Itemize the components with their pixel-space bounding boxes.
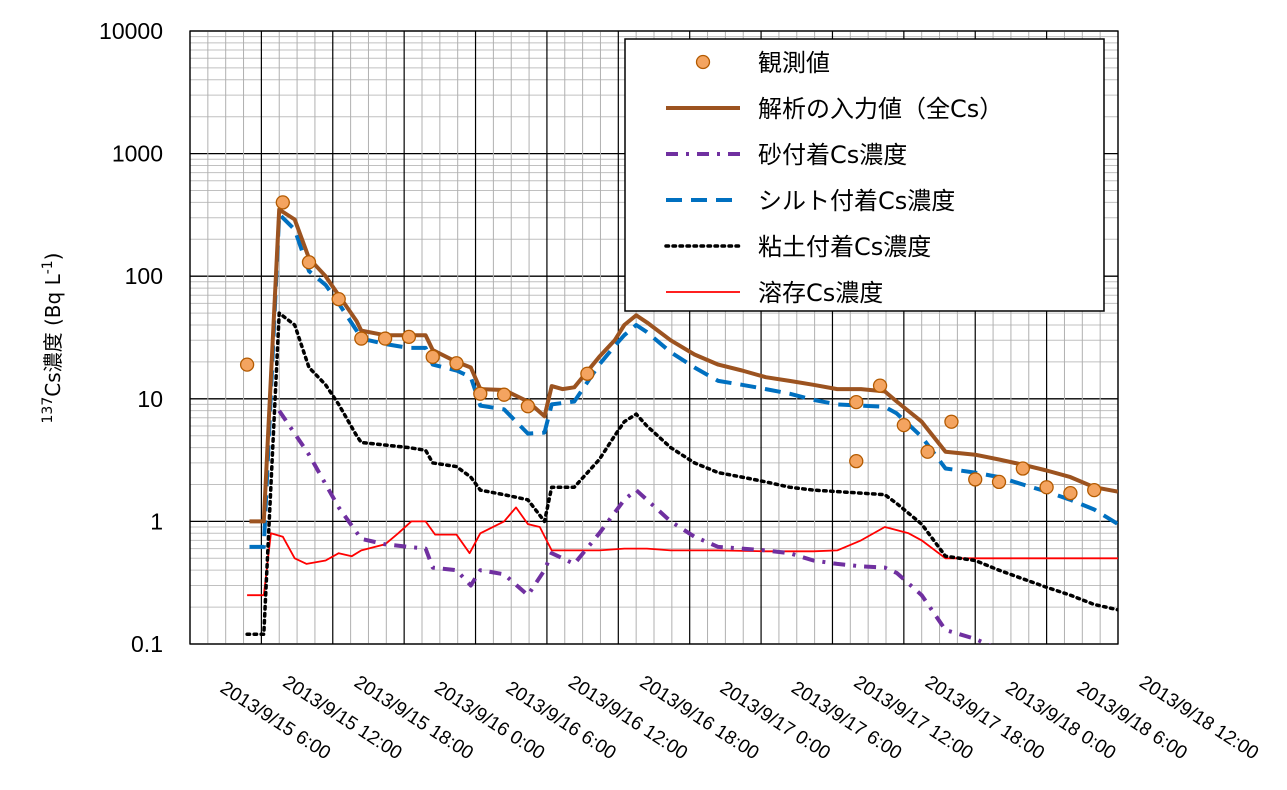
y-tick-label: 10000: [99, 18, 163, 44]
observed-point: [473, 386, 488, 401]
y-axis-ticks: 10000 1000 100 10 1 0.1: [99, 18, 163, 657]
observed-point: [496, 387, 512, 402]
y-tick-label: 0.1: [131, 631, 163, 657]
observed-point: [401, 329, 417, 345]
series-group: [239, 195, 1118, 644]
legend-label: 観測値: [758, 49, 830, 77]
legend-label: 溶存Cs濃度: [758, 279, 883, 307]
observed-point: [944, 414, 959, 429]
observed-point: [849, 454, 864, 469]
series-6-line: [247, 506, 1118, 597]
observed-point: [920, 444, 935, 459]
legend-item: 解析の入力値（全Cs）: [666, 95, 1003, 123]
observed-point: [354, 331, 369, 346]
observed-point: [377, 331, 393, 346]
observed-point: [425, 349, 440, 364]
observed-point: [896, 417, 911, 433]
observed-point: [1063, 485, 1078, 501]
observed-point: [1015, 461, 1030, 476]
legend-swatch-marker: [695, 54, 711, 70]
observed-point: [849, 394, 864, 410]
y-tick-label: 1000: [112, 141, 163, 167]
plot-area-border: [189, 30, 1119, 645]
legend-label: 砂付着Cs濃度: [758, 141, 907, 169]
y-axis-label: 137Cs濃度 (Bq L-1): [40, 253, 65, 424]
y-label-main: Cs濃度 (Bq L: [41, 273, 65, 396]
series-1-markers: [239, 195, 1102, 501]
legend-label: 解析の入力値（全Cs）: [758, 95, 1003, 123]
legend-item: シルト付着Cs濃度: [666, 187, 955, 215]
legend-item: 溶存Cs濃度: [666, 279, 883, 307]
observed-point: [239, 357, 255, 372]
series-3-line: [277, 409, 992, 644]
y-tick-label: 100: [125, 263, 163, 289]
legend-box: [624, 38, 1105, 312]
legend-item: 粘土付着Cs濃度: [664, 233, 931, 261]
legend-label: 粘土付着Cs濃度: [758, 233, 931, 261]
legend-item: 観測値: [695, 49, 830, 77]
observed-point: [1087, 482, 1102, 498]
observed-point: [449, 356, 464, 371]
observed-point: [991, 474, 1007, 490]
y-tick-label: 10: [137, 386, 163, 412]
observed-point: [520, 399, 536, 414]
y-tick-label: 1: [150, 508, 163, 534]
observed-point: [1039, 480, 1054, 495]
observed-point: [331, 291, 346, 307]
observed-point: [275, 195, 290, 210]
legend-item: 砂付着Cs濃度: [666, 141, 907, 169]
series-5-line: [245, 311, 1118, 637]
observed-point: [301, 255, 317, 270]
observed-point: [968, 472, 983, 487]
y-label-superscript: 137: [40, 397, 56, 424]
observed-point: [580, 366, 595, 381]
series-2-line: [249, 207, 1118, 524]
legend-label: シルト付着Cs濃度: [758, 187, 955, 215]
observed-point: [872, 378, 888, 393]
y-label-exponent: -1: [40, 260, 56, 274]
y-label-close: ): [41, 253, 65, 261]
